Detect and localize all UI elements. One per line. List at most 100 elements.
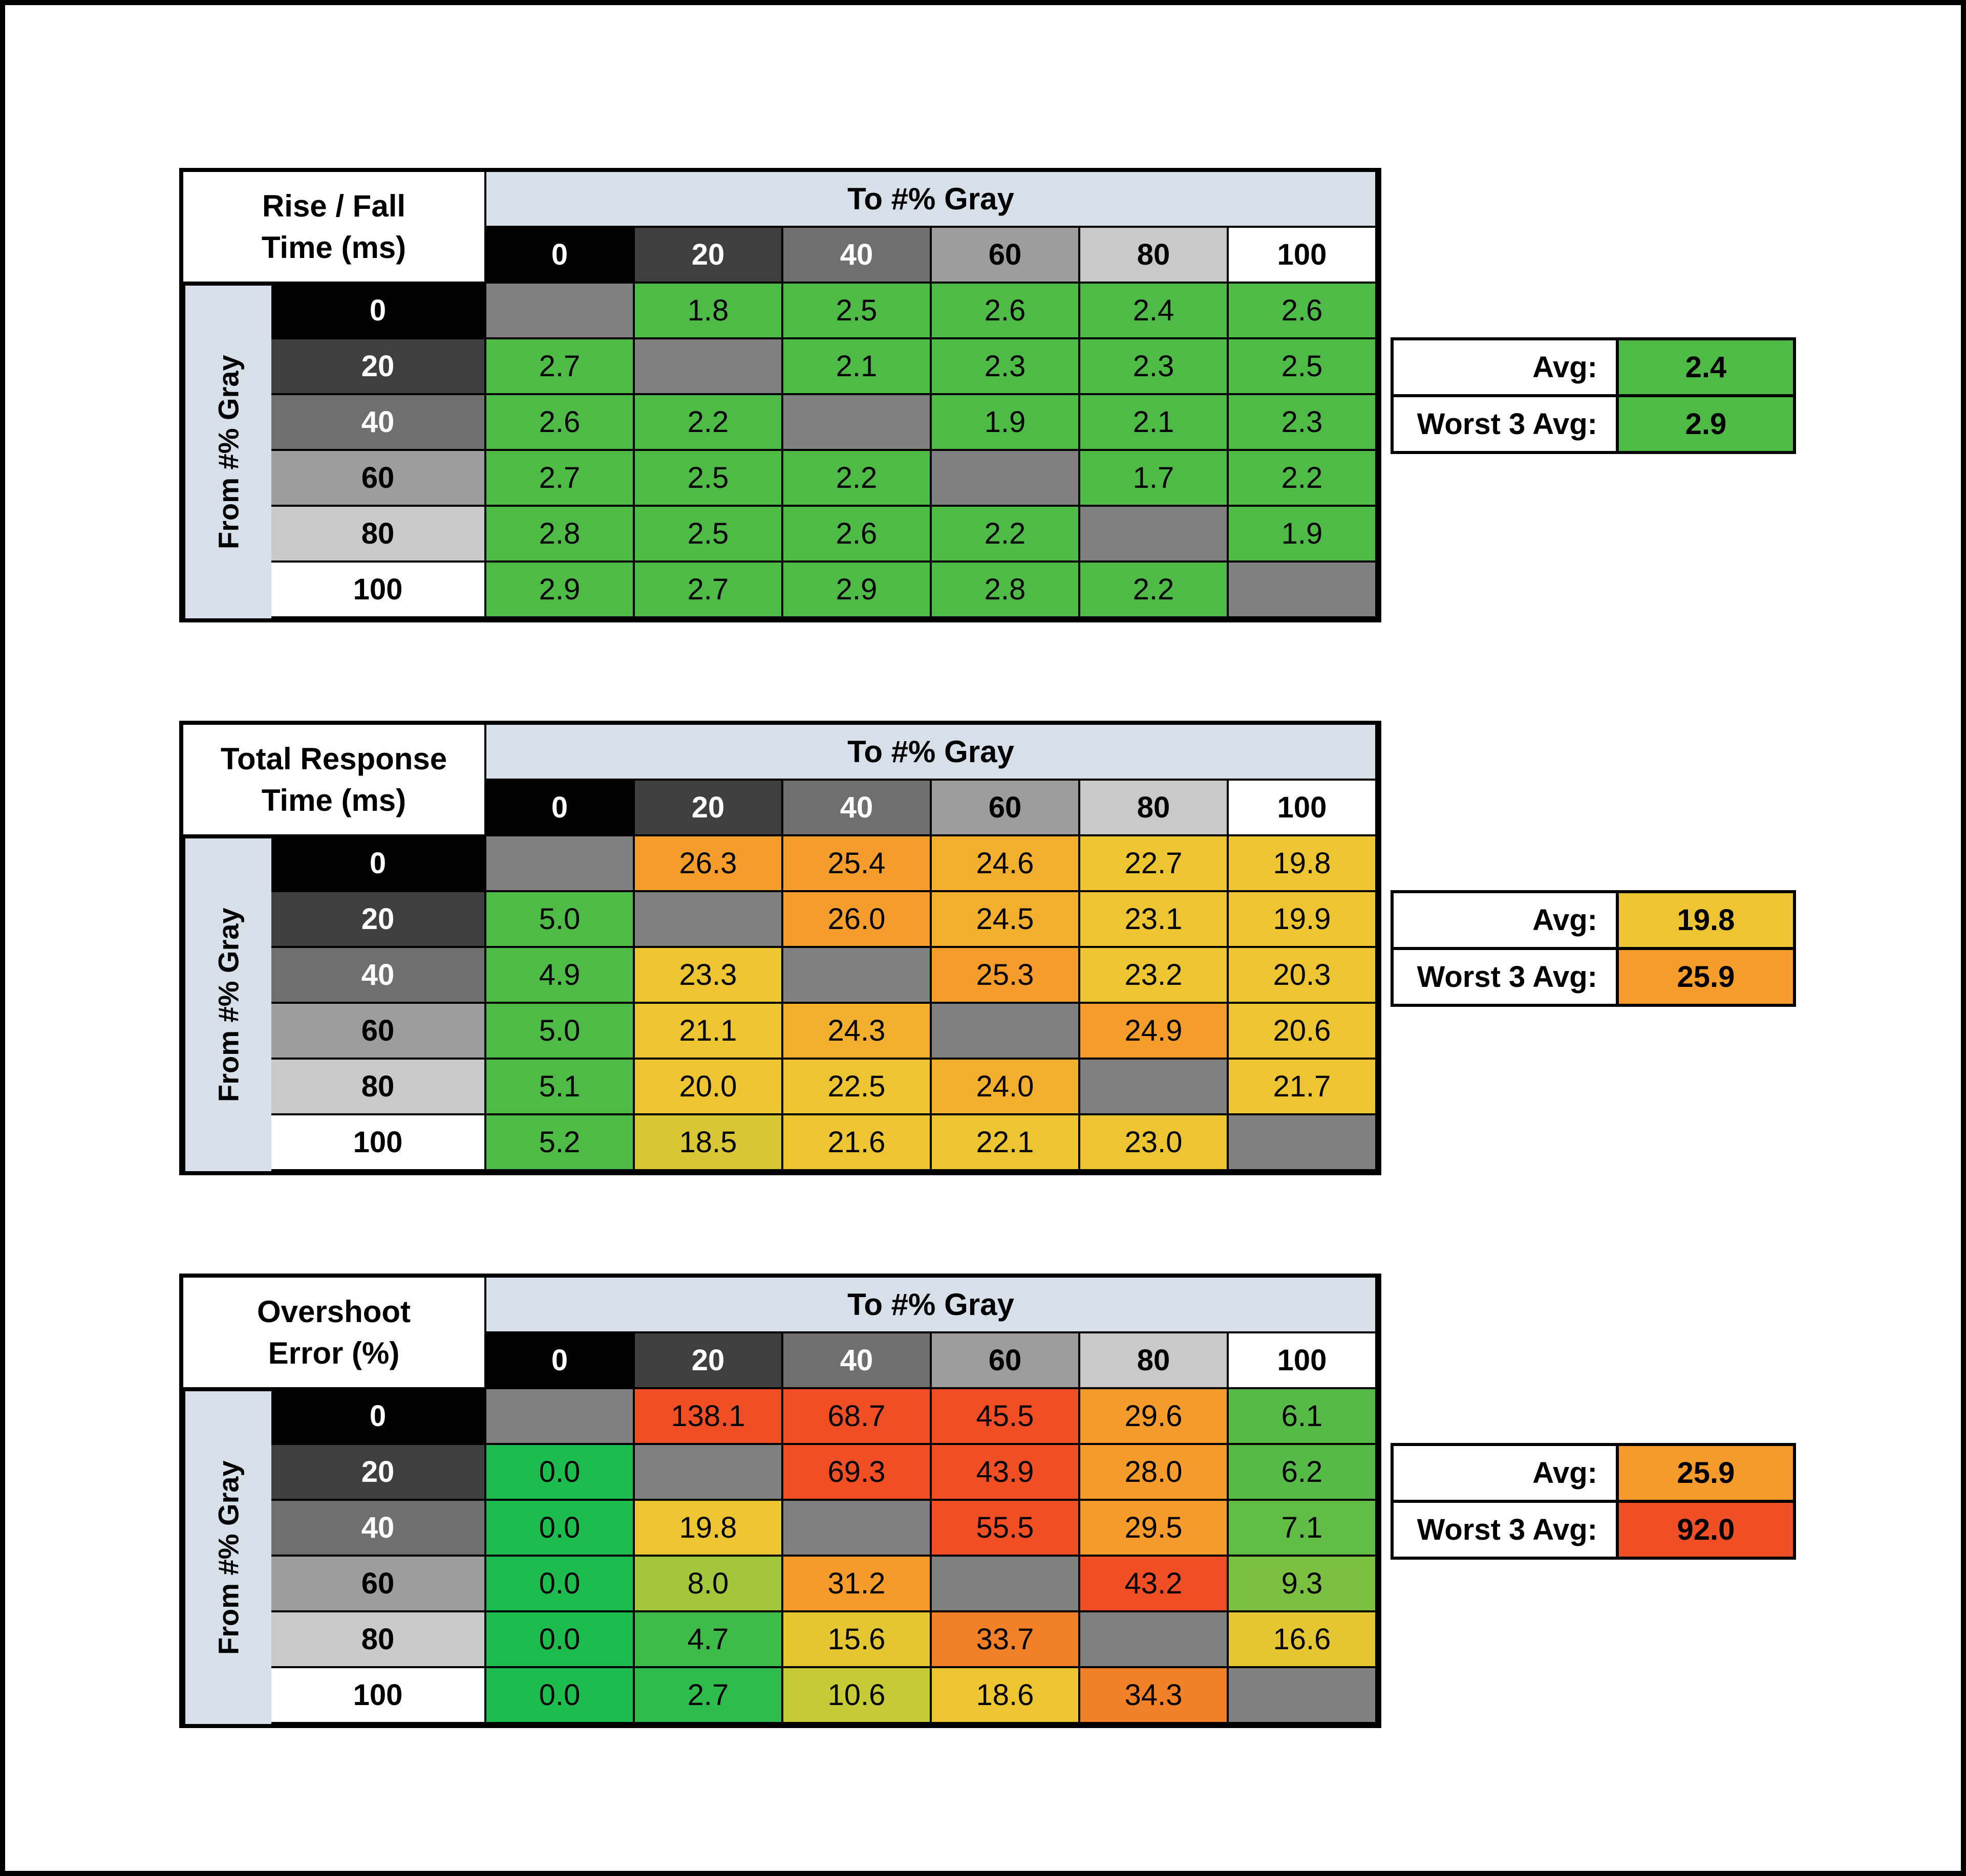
- value-cell: 1.9: [1229, 507, 1377, 563]
- value-cell: 19.9: [1229, 892, 1377, 948]
- value-cell: 1.7: [1080, 451, 1229, 507]
- table-rise-fall-time: Rise / Fall Time (ms) To #% Gray 0 20 40 60 80 1…: [179, 168, 1796, 622]
- diagonal-cell: [1229, 1668, 1377, 1724]
- avg-value: 25.9: [1616, 1443, 1796, 1503]
- row-header-80: 80: [271, 1612, 486, 1668]
- diagonal-cell: [1080, 1060, 1229, 1115]
- diagonal-cell: [783, 395, 932, 451]
- value-cell: 0.0: [486, 1557, 635, 1612]
- table-title-line: Rise / Fall: [262, 189, 406, 223]
- row-header-40: 40: [271, 395, 486, 451]
- row-header-100: 100: [271, 1115, 486, 1171]
- avg-box: Avg: 25.9: [1391, 1443, 1796, 1503]
- table-title-line: Error (%): [268, 1336, 400, 1370]
- row-header-20: 20: [271, 339, 486, 395]
- value-cell: 5.0: [486, 1004, 635, 1060]
- value-cell: 43.2: [1080, 1557, 1229, 1612]
- to-gray-header: To #% Gray: [486, 725, 1377, 781]
- heatmap-grid: Total Response Time (ms) To #% Gray 0 20 40 60…: [179, 721, 1381, 1175]
- value-cell: 16.6: [1229, 1612, 1377, 1668]
- value-cell: 2.3: [1229, 395, 1377, 451]
- value-cell: 23.2: [1080, 948, 1229, 1004]
- value-cell: 6.1: [1229, 1389, 1377, 1445]
- table-title: Total Response Time (ms): [183, 725, 486, 836]
- col-header-20: 20: [635, 1333, 783, 1389]
- value-cell: 2.6: [1229, 284, 1377, 339]
- from-gray-header: From #% Gray: [183, 836, 271, 1171]
- value-cell: 0.0: [486, 1668, 635, 1724]
- avg-box: Avg: 2.4: [1391, 337, 1796, 397]
- from-gray-header: From #% Gray: [183, 284, 271, 618]
- value-cell: 0.0: [486, 1612, 635, 1668]
- value-cell: 2.9: [783, 563, 932, 618]
- row-header-60: 60: [271, 1004, 486, 1060]
- col-header-0: 0: [486, 1333, 635, 1389]
- from-gray-header: From #% Gray: [183, 1389, 271, 1724]
- diagonal-cell: [635, 339, 783, 395]
- value-cell: 2.5: [635, 451, 783, 507]
- value-cell: 24.5: [932, 892, 1080, 948]
- value-cell: 25.4: [783, 836, 932, 892]
- value-cell: 8.0: [635, 1557, 783, 1612]
- table-title: Rise / Fall Time (ms): [183, 172, 486, 284]
- diagonal-cell: [932, 1557, 1080, 1612]
- diagonal-cell: [635, 1445, 783, 1501]
- value-cell: 21.7: [1229, 1060, 1377, 1115]
- col-header-40: 40: [783, 1333, 932, 1389]
- value-cell: 2.6: [486, 395, 635, 451]
- row-header-100: 100: [271, 1668, 486, 1724]
- table-overshoot-error: Overshoot Error (%) To #% Gray 0 20 40 60 80 100…: [179, 1274, 1796, 1728]
- row-header-0: 0: [271, 836, 486, 892]
- table-title: Overshoot Error (%): [183, 1278, 486, 1389]
- value-cell: 24.6: [932, 836, 1080, 892]
- worst-3-avg-value: 92.0: [1616, 1500, 1796, 1560]
- diagonal-cell: [1080, 507, 1229, 563]
- col-header-100: 100: [1229, 1333, 1377, 1389]
- worst-3-avg-label: Worst 3 Avg:: [1391, 947, 1616, 1007]
- value-cell: 0.0: [486, 1501, 635, 1557]
- value-cell: 2.2: [932, 507, 1080, 563]
- worst-3-avg-label: Worst 3 Avg:: [1391, 1500, 1616, 1560]
- table-title-line: Total Response: [220, 742, 447, 776]
- diagonal-cell: [1229, 563, 1377, 618]
- table-title-line: Overshoot: [257, 1295, 411, 1329]
- diagonal-cell: [486, 1389, 635, 1445]
- col-header-0: 0: [486, 228, 635, 284]
- to-gray-header: To #% Gray: [486, 1278, 1377, 1333]
- value-cell: 2.9: [486, 563, 635, 618]
- value-cell: 23.0: [1080, 1115, 1229, 1171]
- value-cell: 15.6: [783, 1612, 932, 1668]
- value-cell: 43.9: [932, 1445, 1080, 1501]
- value-cell: 29.6: [1080, 1389, 1229, 1445]
- col-header-40: 40: [783, 781, 932, 836]
- to-gray-header: To #% Gray: [486, 172, 1377, 228]
- value-cell: 26.3: [635, 836, 783, 892]
- value-cell: 0.0: [486, 1445, 635, 1501]
- value-cell: 23.1: [1080, 892, 1229, 948]
- value-cell: 23.3: [635, 948, 783, 1004]
- diagonal-cell: [783, 948, 932, 1004]
- heatmap-grid: Overshoot Error (%) To #% Gray 0 20 40 60 80 100…: [179, 1274, 1381, 1728]
- worst-3-avg-box: Worst 3 Avg: 2.9: [1391, 394, 1796, 454]
- value-cell: 138.1: [635, 1389, 783, 1445]
- col-header-20: 20: [635, 228, 783, 284]
- avg-value: 19.8: [1616, 890, 1796, 950]
- value-cell: 19.8: [1229, 836, 1377, 892]
- value-cell: 2.8: [486, 507, 635, 563]
- worst-3-avg-label: Worst 3 Avg:: [1391, 394, 1616, 454]
- col-header-0: 0: [486, 781, 635, 836]
- value-cell: 2.7: [486, 339, 635, 395]
- table-total-response-time: Total Response Time (ms) To #% Gray 0 20 40 60…: [179, 721, 1796, 1175]
- value-cell: 34.3: [1080, 1668, 1229, 1724]
- worst-3-avg-box: Worst 3 Avg: 25.9: [1391, 947, 1796, 1007]
- value-cell: 2.5: [783, 284, 932, 339]
- value-cell: 5.2: [486, 1115, 635, 1171]
- row-header-60: 60: [271, 1557, 486, 1612]
- row-header-0: 0: [271, 284, 486, 339]
- worst-3-avg-value: 2.9: [1616, 394, 1796, 454]
- value-cell: 5.1: [486, 1060, 635, 1115]
- value-cell: 2.3: [1080, 339, 1229, 395]
- diagonal-cell: [486, 836, 635, 892]
- value-cell: 22.5: [783, 1060, 932, 1115]
